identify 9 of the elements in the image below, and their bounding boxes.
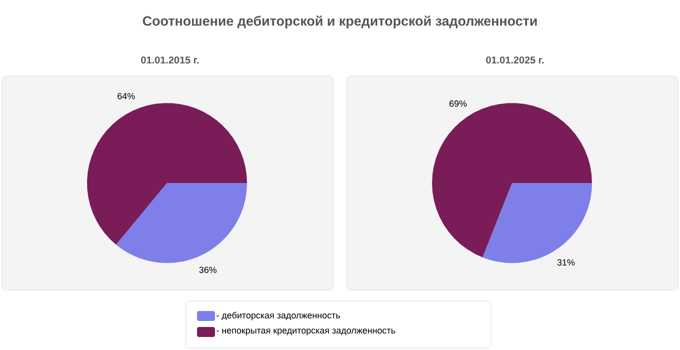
data-label: 36% bbox=[199, 266, 217, 274]
data-label: 31% bbox=[557, 259, 575, 266]
chart-subtitle: 01.01.2025 г. bbox=[486, 56, 544, 64]
data-label: 64% bbox=[118, 92, 135, 100]
data-label: 69% bbox=[450, 100, 467, 107]
chart-subtitle: 01.01.2015 г. bbox=[141, 56, 199, 64]
chart-title: Соотношение дебиторской и кредиторской задолженности bbox=[142, 16, 537, 28]
legend-label: - дебиторская задолженность bbox=[216, 312, 340, 320]
legend-label: - непокрытая кредиторская задолженность bbox=[216, 328, 396, 336]
